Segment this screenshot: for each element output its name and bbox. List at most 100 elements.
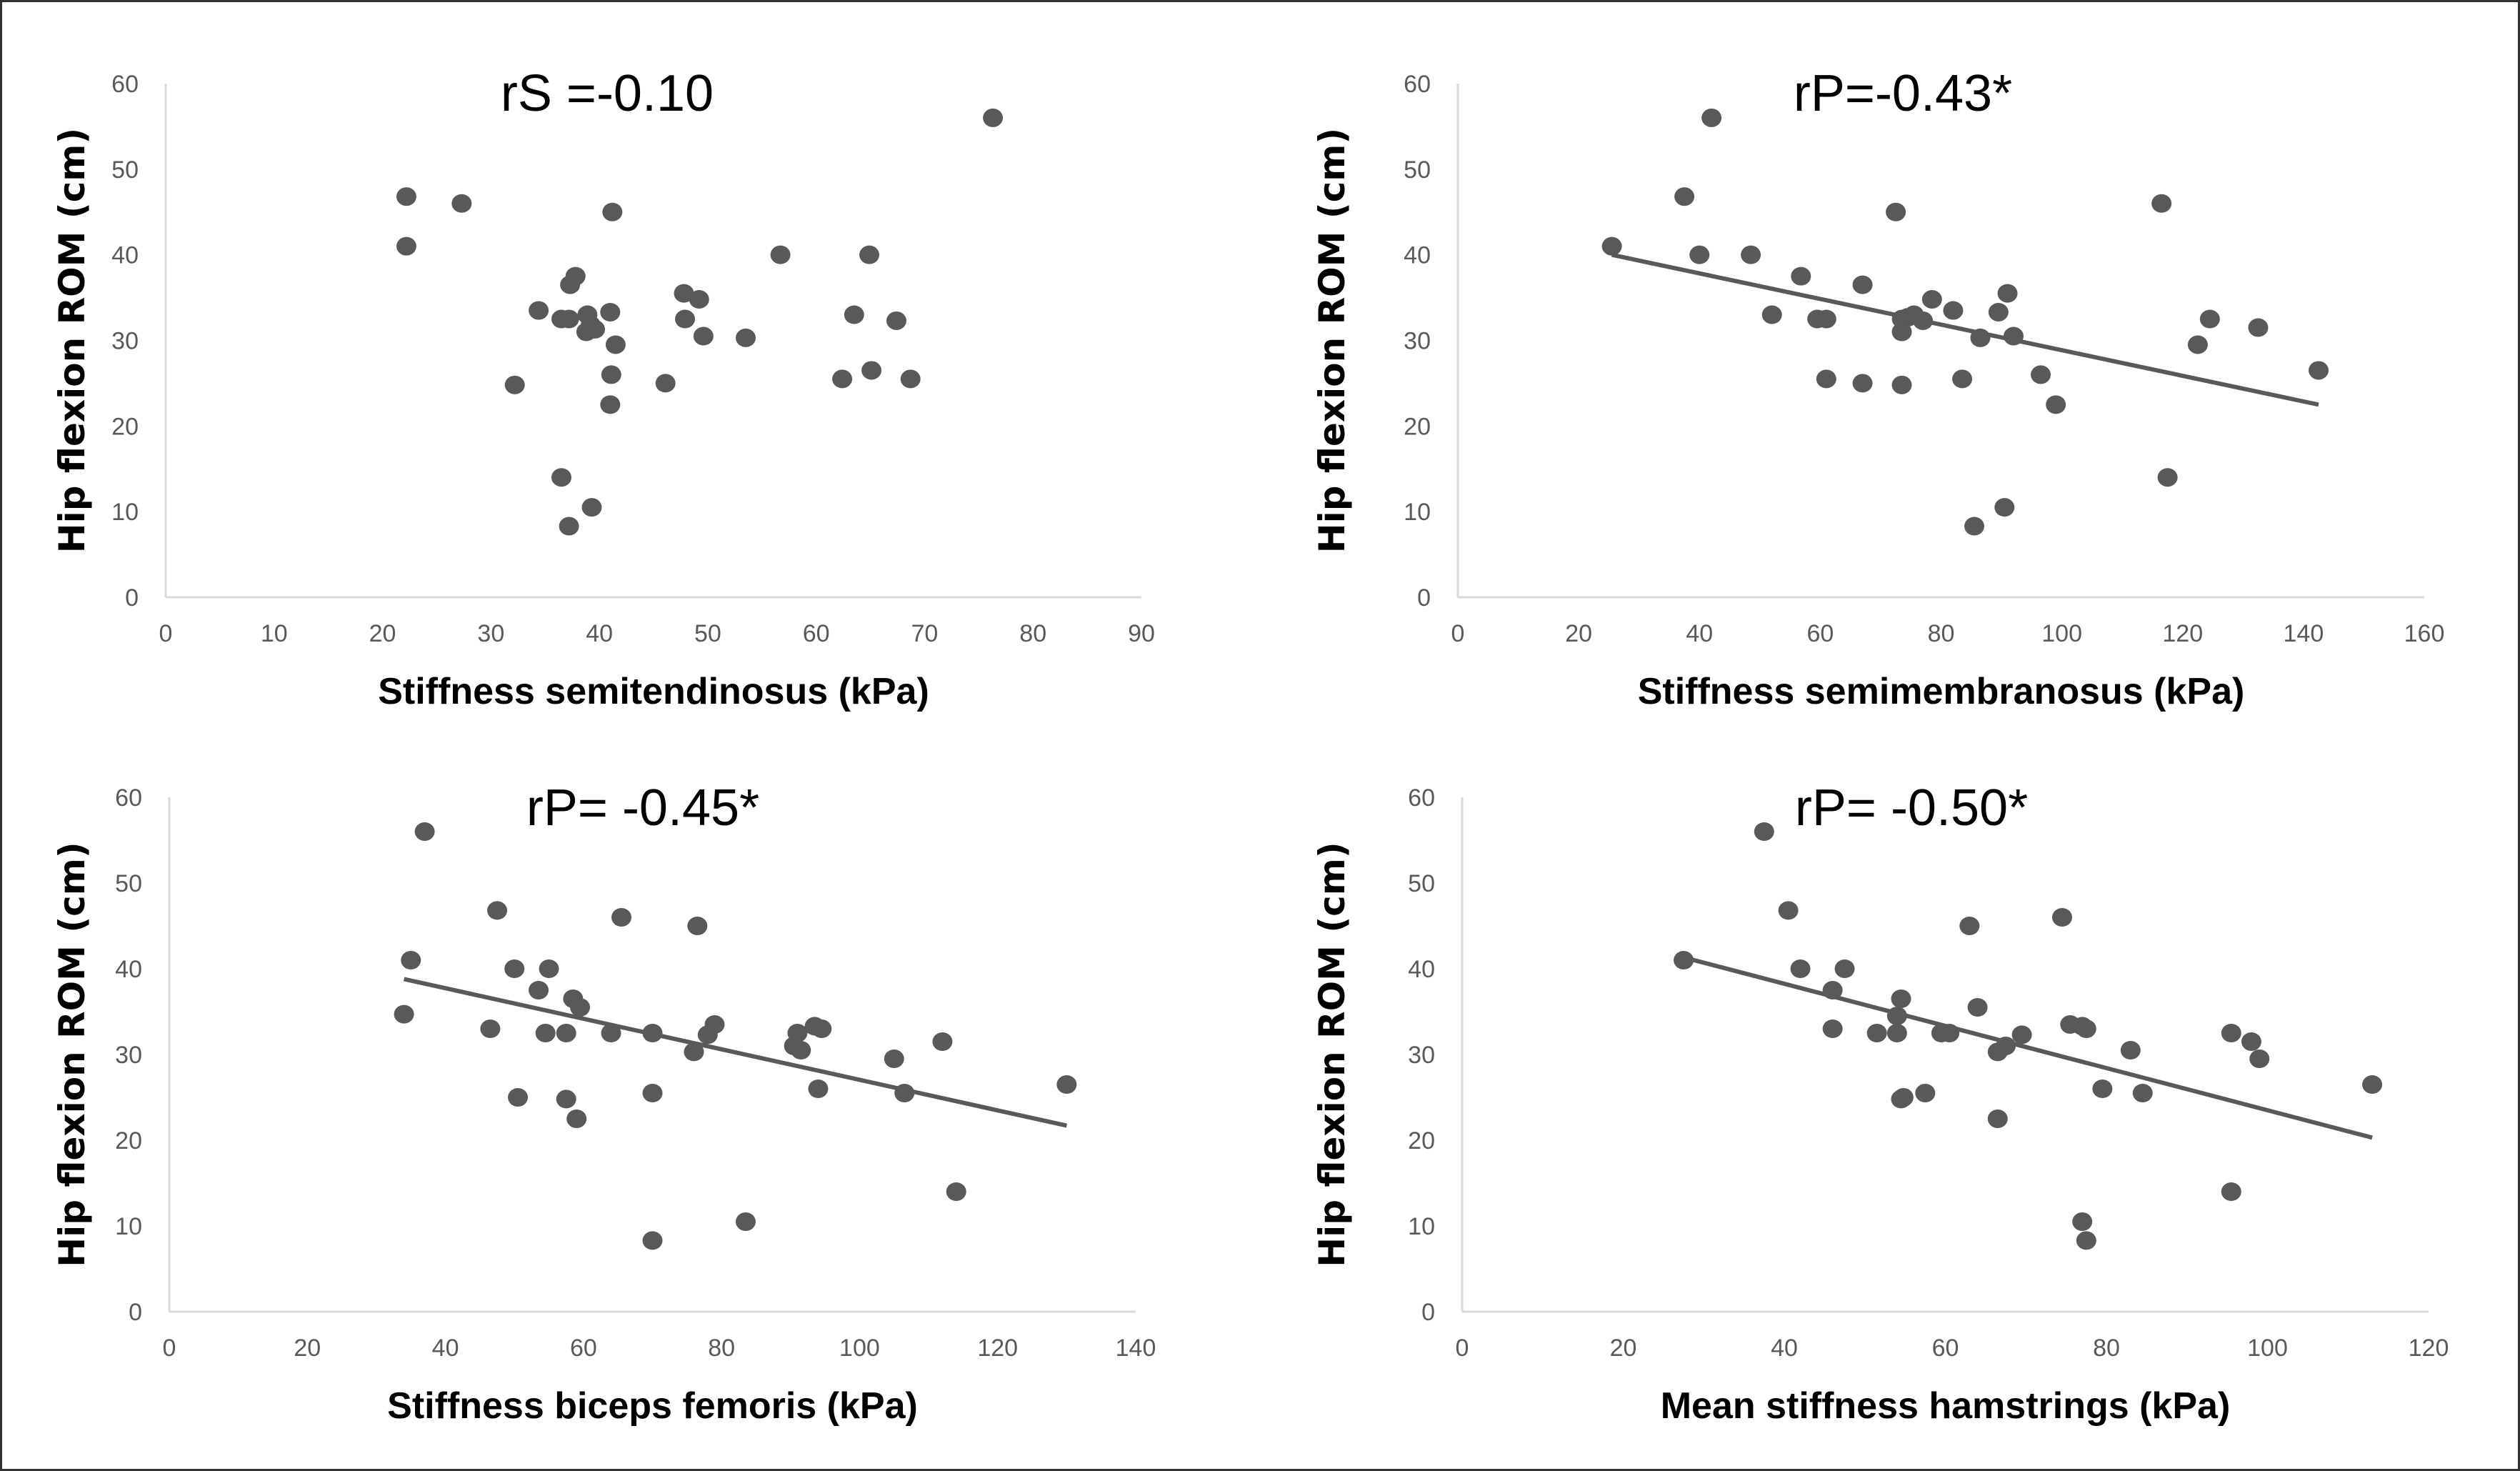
trendline bbox=[1686, 956, 2373, 1140]
data-point bbox=[1943, 301, 1964, 320]
correlation-annotation: rS =-0.10 bbox=[501, 65, 714, 122]
y-tick-label: 30 bbox=[115, 1042, 142, 1069]
y-axis-label: Hip flexion ROM (cm) bbox=[1311, 128, 1353, 554]
panel-biceps-femoris: 0 10 20 30 40 50 60 0 20 40 60 80 100 120 140 Stiffness… bbox=[0, 736, 1260, 1471]
data-point bbox=[2046, 395, 2066, 414]
data-point bbox=[504, 959, 525, 978]
data-point bbox=[859, 245, 880, 264]
x-tick-label: 20 bbox=[1565, 620, 1592, 647]
data-point bbox=[1886, 1007, 1907, 1025]
data-point bbox=[570, 998, 591, 1017]
y-tick-label: 0 bbox=[129, 1299, 142, 1326]
data-point bbox=[535, 1024, 556, 1042]
y-tick-label: 50 bbox=[111, 156, 139, 184]
x-tick-label: 0 bbox=[159, 620, 173, 647]
data-point bbox=[1967, 998, 1988, 1017]
data-point bbox=[1601, 236, 1622, 256]
y-tick-label: 30 bbox=[111, 328, 139, 355]
y-tick-label: 0 bbox=[125, 584, 139, 612]
data-point bbox=[2120, 1041, 2141, 1059]
data-point bbox=[394, 1004, 414, 1024]
scatter-chart: 0 10 20 30 40 50 60 0 20 40 60 80 100 120 140 Stiffness… bbox=[51, 779, 1156, 1427]
y-tick-label: 10 bbox=[1404, 499, 1431, 526]
data-point bbox=[844, 305, 864, 324]
data-point bbox=[983, 108, 1004, 127]
data-point bbox=[1790, 959, 1811, 978]
data-point bbox=[414, 822, 435, 841]
y-tick-label: 20 bbox=[1408, 1127, 1435, 1155]
y-tick-label: 10 bbox=[115, 1213, 142, 1240]
data-point bbox=[1822, 981, 1843, 999]
x-tick-label: 80 bbox=[2093, 1335, 2120, 1362]
x-tick-label: 60 bbox=[1806, 620, 1834, 647]
data-point bbox=[1915, 1084, 1936, 1102]
data-point bbox=[529, 301, 549, 320]
y-tick-label: 50 bbox=[115, 870, 142, 897]
y-tick-label: 10 bbox=[1408, 1213, 1435, 1240]
data-point bbox=[1988, 302, 2009, 321]
y-tick-label: 60 bbox=[111, 71, 139, 98]
data-point bbox=[1754, 822, 1774, 841]
x-tick-label: 80 bbox=[708, 1335, 735, 1362]
data-point bbox=[693, 326, 714, 346]
data-point bbox=[601, 365, 621, 384]
y-tick-label: 0 bbox=[1421, 1299, 1435, 1326]
data-point bbox=[605, 335, 626, 354]
data-point bbox=[689, 289, 709, 309]
data-point bbox=[1886, 202, 1906, 221]
data-point bbox=[655, 374, 676, 393]
data-point bbox=[770, 245, 791, 264]
data-point bbox=[559, 517, 579, 536]
data-point bbox=[1852, 374, 1873, 393]
data-point bbox=[2187, 335, 2208, 354]
data-point bbox=[946, 1182, 966, 1201]
data-point bbox=[1891, 375, 1912, 394]
x-tick-label: 0 bbox=[1456, 1335, 1469, 1362]
data-point bbox=[642, 1084, 663, 1102]
data-point bbox=[704, 1015, 725, 1034]
data-point bbox=[1701, 108, 1722, 127]
x-axis-label: Stiffness semimembranosus (kPa) bbox=[1638, 671, 2245, 712]
data-point bbox=[504, 375, 525, 394]
correlation-annotation: rP= -0.45* bbox=[526, 779, 759, 837]
data-point bbox=[396, 236, 416, 256]
data-point bbox=[811, 1019, 832, 1038]
y-tick-label: 60 bbox=[1404, 71, 1431, 98]
x-tick-label: 120 bbox=[2409, 1335, 2449, 1362]
data-point bbox=[884, 1049, 904, 1068]
data-point bbox=[1866, 1024, 1887, 1042]
x-tick-label: 80 bbox=[1928, 620, 1955, 647]
x-tick-label: 100 bbox=[839, 1335, 880, 1362]
data-point bbox=[1689, 245, 1710, 264]
y-tick-label: 10 bbox=[111, 499, 139, 526]
data-point bbox=[480, 1019, 501, 1038]
y-tick-label: 20 bbox=[111, 413, 139, 440]
data-point bbox=[2011, 1025, 2032, 1044]
y-tick-label: 40 bbox=[1408, 956, 1435, 983]
x-axis-label: Mean stiffness hamstrings (kPa) bbox=[1661, 1385, 2231, 1427]
data-point bbox=[1891, 322, 1912, 341]
data-point bbox=[684, 1042, 704, 1062]
data-point bbox=[556, 1024, 576, 1042]
data-point bbox=[556, 1089, 576, 1109]
x-tick-label: 40 bbox=[1686, 620, 1713, 647]
data-point bbox=[529, 981, 549, 999]
data-point bbox=[611, 908, 632, 927]
data-point bbox=[1952, 369, 1973, 389]
x-tick-label: 140 bbox=[1116, 1335, 1156, 1362]
data-point bbox=[566, 1110, 587, 1128]
data-point bbox=[675, 309, 696, 329]
x-tick-label: 40 bbox=[432, 1335, 459, 1362]
data-point bbox=[1994, 498, 2015, 517]
data-point bbox=[932, 1032, 953, 1051]
data-point bbox=[539, 959, 559, 978]
trendline bbox=[403, 977, 1068, 1128]
data-point bbox=[2221, 1182, 2241, 1201]
data-point bbox=[1056, 1075, 1077, 1094]
x-tick-label: 100 bbox=[2041, 620, 2082, 647]
data-point bbox=[396, 187, 416, 206]
data-point bbox=[2157, 468, 2178, 487]
x-tick-label: 30 bbox=[477, 620, 504, 647]
data-point bbox=[791, 1041, 811, 1059]
scatter-chart: 0 10 20 30 40 50 60 0 20 40 60 80 100 120 Mean stiffne… bbox=[1311, 779, 2449, 1427]
